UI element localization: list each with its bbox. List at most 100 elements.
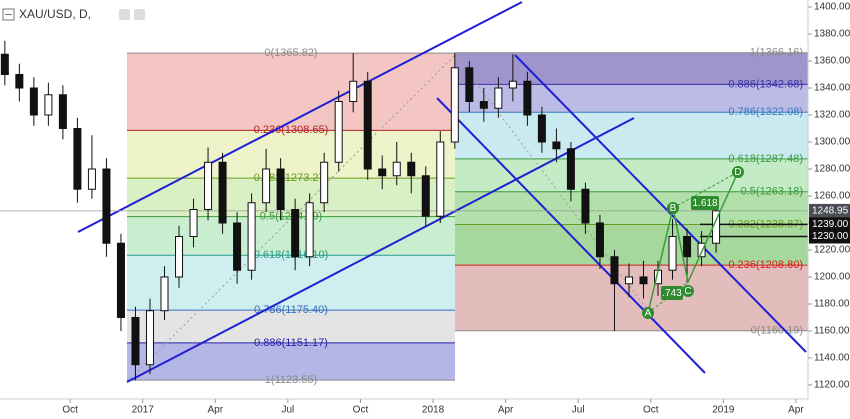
candle-body bbox=[175, 235, 184, 278]
candle-body bbox=[87, 168, 96, 190]
channel-line bbox=[126, 117, 635, 383]
y-tick-label: 1140.00 bbox=[814, 353, 850, 364]
candle-body bbox=[392, 161, 401, 177]
header: XAU/USD, D, bbox=[2, 7, 145, 21]
hide-icon[interactable] bbox=[134, 9, 145, 20]
candle-body bbox=[131, 316, 140, 366]
y-tick-label: 1180.00 bbox=[814, 299, 850, 310]
x-tick-label: Oct bbox=[62, 405, 78, 416]
candle-body bbox=[233, 222, 242, 271]
candles bbox=[0, 40, 721, 381]
fib-level-label: 0.382(1273.27) bbox=[254, 172, 329, 184]
candle-body bbox=[523, 80, 532, 116]
fib-band bbox=[127, 53, 455, 131]
pattern-ratio-badge bbox=[661, 286, 683, 300]
pattern-point-badge bbox=[682, 285, 694, 297]
candle-body bbox=[494, 87, 503, 109]
fib-band bbox=[455, 191, 808, 225]
candle-body bbox=[204, 161, 213, 210]
fib-band bbox=[127, 178, 455, 217]
x-tick-label: Apr bbox=[788, 405, 804, 416]
y-tick-label: 1400.00 bbox=[814, 2, 850, 13]
drawings bbox=[0, 1, 808, 383]
fib-level-label: 0(1365.82) bbox=[264, 47, 317, 59]
pattern-point-label: A bbox=[645, 308, 652, 319]
fib-band bbox=[455, 52, 808, 85]
fib-level-label: 0.618(1216.10) bbox=[254, 249, 329, 261]
settings-icon[interactable] bbox=[119, 9, 130, 20]
candle-body bbox=[595, 222, 604, 258]
candle-body bbox=[218, 161, 227, 224]
candle-body bbox=[262, 168, 271, 204]
channel-line bbox=[514, 54, 807, 353]
candle-body bbox=[363, 80, 372, 170]
candle-body bbox=[73, 128, 82, 190]
fib-trend-line bbox=[126, 54, 456, 383]
x-tick-label: 2017 bbox=[132, 405, 155, 416]
fib-band bbox=[455, 224, 808, 266]
candle-body bbox=[305, 202, 314, 258]
channel-line bbox=[77, 1, 523, 233]
candle-body bbox=[407, 161, 416, 177]
channel-line bbox=[436, 97, 706, 374]
candle-body bbox=[145, 310, 154, 366]
candle-body bbox=[102, 168, 111, 244]
symbol-title: XAU/USD, D, bbox=[19, 7, 91, 21]
pattern-ratio-label: 1.618 bbox=[692, 198, 717, 209]
y-tick-label: 1160.00 bbox=[814, 326, 850, 337]
candle-body bbox=[639, 276, 648, 285]
price-label: 1248.95 bbox=[812, 206, 849, 217]
fib-trend-line bbox=[454, 54, 656, 321]
candle-body bbox=[566, 148, 575, 190]
price-label-box bbox=[809, 229, 850, 244]
candle-body bbox=[116, 242, 125, 318]
y-tick-label: 1360.00 bbox=[814, 56, 850, 67]
fib-level-label: 0(1160.19) bbox=[751, 325, 803, 337]
fib-level-label: 0.5(1263.18) bbox=[741, 186, 803, 198]
price-label-box bbox=[809, 203, 850, 218]
y-tick-label: 1220.00 bbox=[814, 245, 850, 256]
candle-body bbox=[291, 208, 300, 258]
x-tick-label: 2018 bbox=[422, 405, 445, 416]
candle-body bbox=[436, 141, 445, 217]
fib-level-label: 0.786(1322.08) bbox=[728, 106, 803, 118]
pattern-point-badge bbox=[732, 166, 744, 178]
candle-body bbox=[44, 94, 53, 116]
candle-body bbox=[668, 235, 677, 271]
candle-body bbox=[189, 208, 198, 237]
x-tick-label: 2019 bbox=[712, 405, 735, 416]
candle-body bbox=[349, 80, 358, 103]
candle-body bbox=[479, 101, 488, 109]
fib-level-label: 1(1123.55) bbox=[265, 374, 317, 386]
candle-body bbox=[421, 175, 430, 217]
fib-level-label: 0.886(1151.17) bbox=[254, 337, 328, 349]
fib-level-label: 0.236(1308.65) bbox=[254, 124, 329, 136]
y-tick-label: 1120.00 bbox=[814, 380, 850, 391]
pattern-ratio-badge bbox=[691, 196, 719, 210]
candle-body bbox=[624, 276, 633, 285]
fib-band bbox=[127, 130, 455, 179]
candle-body bbox=[581, 188, 590, 224]
candle-body bbox=[276, 168, 285, 210]
y-tick-label: 1300.00 bbox=[814, 137, 850, 148]
candle-body bbox=[697, 242, 706, 258]
fib-level-label: 0.236(1208.80) bbox=[728, 259, 803, 271]
y-tick-label: 1280.00 bbox=[814, 164, 850, 175]
candle-body bbox=[537, 114, 546, 143]
pattern-point-label: D bbox=[734, 167, 741, 178]
pattern-point-label: B bbox=[670, 203, 677, 214]
candle-body bbox=[58, 94, 67, 130]
y-tick-label: 1320.00 bbox=[814, 110, 850, 121]
x-tick-label: Jul bbox=[572, 405, 585, 416]
pattern-line bbox=[672, 171, 739, 209]
pattern-point-badge bbox=[667, 202, 679, 214]
pattern-point-badge bbox=[642, 307, 654, 319]
y-tick-label: 1260.00 bbox=[814, 191, 850, 202]
candle-body bbox=[378, 168, 387, 177]
fib-level-label: 0.618(1287.48) bbox=[728, 153, 803, 165]
fib-band bbox=[127, 310, 455, 343]
candle-body bbox=[683, 235, 692, 258]
x-tick-label: Oct bbox=[643, 405, 659, 416]
